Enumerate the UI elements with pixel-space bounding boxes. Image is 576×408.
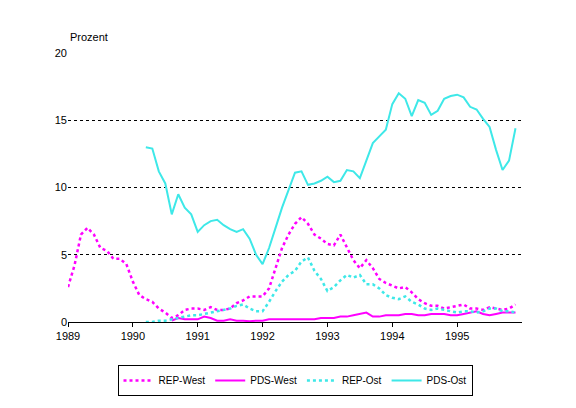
svg-text:PDS-West: PDS-West (250, 375, 297, 386)
svg-text:REP-Ost: REP-Ost (342, 375, 382, 386)
svg-text:REP-West: REP-West (159, 375, 206, 386)
svg-text:1989: 1989 (56, 330, 80, 342)
svg-text:5: 5 (61, 249, 67, 261)
svg-text:0: 0 (61, 316, 67, 328)
svg-text:1994: 1994 (380, 330, 404, 342)
svg-text:15: 15 (55, 114, 67, 126)
svg-text:PDS-Ost: PDS-Ost (427, 375, 467, 386)
svg-text:1993: 1993 (315, 330, 339, 342)
svg-text:1990: 1990 (121, 330, 145, 342)
svg-text:20: 20 (55, 47, 67, 59)
svg-text:10: 10 (55, 181, 67, 193)
svg-text:Prozent: Prozent (70, 31, 108, 43)
svg-text:1995: 1995 (445, 330, 469, 342)
svg-text:1991: 1991 (185, 330, 209, 342)
svg-text:1992: 1992 (250, 330, 274, 342)
